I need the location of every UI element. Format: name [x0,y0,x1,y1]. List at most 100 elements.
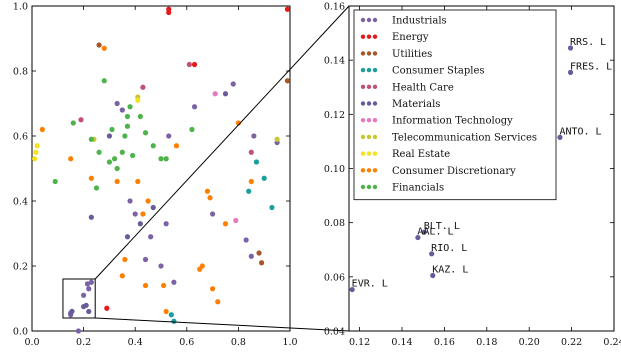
legend-entry-label: Financials [392,183,444,194]
overview-point-industrials [210,211,216,217]
overview-point-energy [166,9,172,16]
overview-point-utilities [259,260,265,266]
overview-point-financials [52,178,58,185]
zoom-point-label: BLT. L [424,221,460,232]
zoom-point [430,272,436,279]
legend-marker [372,168,378,173]
overview-point-materials [222,91,229,97]
overview-x-tick-label: 0.8 [231,337,246,348]
overview-point-financials [96,149,102,155]
legend-marker [372,17,378,23]
legend-marker [372,67,378,73]
overview-x-tick-label: 1.0 [282,337,297,348]
zoom-x-tick-label: 0.24 [603,337,621,348]
overview-point-financials [101,78,107,84]
zoom-x-tick-label: 0.14 [391,337,412,348]
overview-point-consumer-discretionary [199,263,205,269]
legend-marker [360,84,366,90]
legend-entry-label: Utilities [392,49,432,60]
legend-box [353,9,557,201]
legend-marker [366,17,372,23]
legend-marker [366,84,372,90]
overview-point-financials [93,185,100,191]
overview-point-financials [119,149,125,155]
legend-marker [366,134,372,140]
overview-point-health-care [140,84,146,90]
overview-point-utilities [256,250,262,256]
overview-point-industrials [127,198,133,204]
overview-point-financials [142,130,149,136]
overview-point-consumer-discretionary [101,45,107,51]
overview-point-financials [106,159,112,165]
legend-marker [360,168,366,173]
zoom-point-label: AAL. L [417,227,453,238]
overview-point-consumer-discretionary [207,195,213,201]
overview-point-consumer-discretionary [160,282,167,289]
zoom-point-label: FRES. L [570,61,612,72]
overview-point-consumer-discretionary [210,286,216,292]
overview-point-financials [109,126,115,133]
overview-point-industrials [148,234,154,240]
overview-point-industrials [163,221,169,227]
overview-point-financials [124,113,131,120]
overview-point-consumer-discretionary [173,143,180,149]
overview-point-industrials [119,107,125,113]
overview-point-financials [122,133,128,139]
overview-point-consumer-discretionary [122,256,128,263]
overview-point-consumer-discretionary [248,178,254,185]
overview-point-energy [104,305,110,311]
legend-marker [360,101,366,106]
zoom-x-tick-label: 0.20 [519,337,540,348]
overview-point-financials [88,136,94,142]
overview-point-telecommunication-services [274,136,280,142]
overview-point-consumer-staples [171,318,177,324]
zoom-point-label: KAZ. L [432,264,468,275]
zoom-y-tick-label: 0.08 [324,218,345,229]
overview-point-financials [163,156,169,162]
overview-point-consumer-discretionary [145,198,151,204]
overview-point-materials [137,221,143,227]
zoom-connector-lines [94,5,350,332]
overview-point-financials [124,123,131,129]
legend-entry-label: Consumer Staples [392,66,485,77]
zoom-y-tick-label: 0.14 [324,56,345,67]
overview-point-energy [284,6,291,12]
zoom-y-tick-label: 0.04 [324,327,345,338]
legend-marker [372,151,378,156]
connector-line-top [94,5,350,280]
overview-point-industrials [114,100,120,107]
overview-point-consumer-discretionary [135,178,141,185]
legend-entry-label: Energy [392,32,429,43]
legend-marker [366,51,372,56]
overview-point-consumer-discretionary [88,175,94,181]
overview-point-information-technology [212,91,218,97]
overview-point-industrials [191,104,198,110]
overview-y-tick-label: 1.0 [13,2,28,13]
overview-point-consumer-discretionary [163,308,169,315]
zoom-x-tick-label: 0.18 [476,337,497,348]
zoom-y-tick-label: 0.12 [324,110,345,121]
overview-point-consumer-discretionary [215,299,221,305]
overview-point-materials [150,204,156,211]
zoom-point-label: RIO. L [431,243,467,254]
overview-point-energy [191,61,198,68]
legend-marker [372,51,378,56]
overview-point-consumer-discretionary [204,188,211,194]
overview-point-industrials [132,211,138,217]
overview-point-industrials [81,292,87,298]
zoom-x-tick-label: 0.22 [561,337,582,348]
zoom-y-tick-label: 0.10 [324,164,345,175]
overview-point-industrials [142,256,149,263]
legend-marker [360,134,366,140]
zoom-x-tick-label: 0.16 [434,337,455,348]
overview-point-consumer-staples [253,159,260,165]
legend-marker [360,34,366,39]
overview-point-consumer-discretionary [68,156,74,162]
overview-point-health-care [248,149,254,155]
legend-marker [360,118,366,123]
zoom-point [421,229,427,235]
legend-marker [372,34,378,39]
overview-point-financials [114,165,120,172]
overview-x-tick-label: 0.6 [179,337,194,348]
overview-point-industrials [171,279,177,285]
